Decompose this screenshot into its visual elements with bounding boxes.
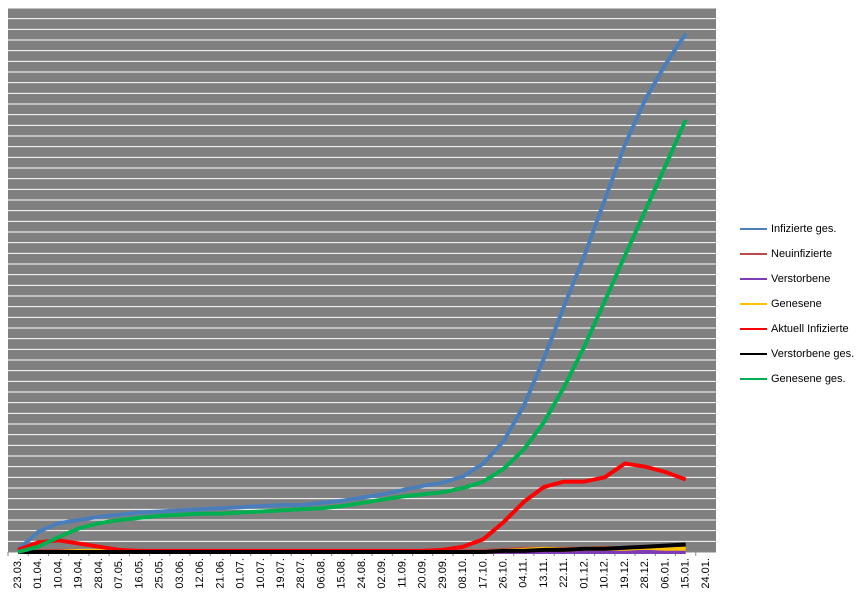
x-tick-label: 28.04. bbox=[93, 558, 105, 589]
x-tick-label: 01.07. bbox=[235, 558, 247, 589]
x-tick-label: 17.10. bbox=[477, 558, 489, 589]
x-tick-label: 23.03. bbox=[12, 558, 24, 589]
x-tick-label: 02.09. bbox=[376, 558, 388, 589]
x-tick-label: 24.08. bbox=[356, 558, 368, 589]
legend-label: Verstorbene bbox=[771, 273, 830, 285]
x-tick-label: 01.04. bbox=[32, 558, 44, 589]
x-tick-label: 04.11. bbox=[518, 558, 530, 588]
x-tick-label: 26.10. bbox=[498, 558, 510, 589]
x-tick-label: 19.04. bbox=[73, 558, 85, 589]
x-tick-label: 13.11. bbox=[538, 558, 550, 588]
x-tick-label: 28.12. bbox=[639, 558, 651, 589]
x-tick-label: 11.09. bbox=[396, 558, 408, 588]
x-tick-label: 28.07. bbox=[295, 558, 307, 589]
x-tick-label: 21.06. bbox=[214, 558, 226, 589]
x-tick-label: 10.04. bbox=[52, 558, 64, 589]
data-line bbox=[18, 542, 686, 554]
x-tick-label: 06.08. bbox=[315, 558, 327, 589]
x-tick-label: 16.05. bbox=[133, 558, 145, 589]
x-tick-label: 29.09. bbox=[437, 558, 449, 589]
x-tick-label: 10.07. bbox=[255, 558, 267, 589]
data-line bbox=[16, 32, 688, 552]
x-tick-label: 22.11. bbox=[558, 558, 570, 588]
data-line bbox=[17, 119, 688, 554]
x-tick-label: 15.01. bbox=[680, 558, 692, 589]
x-tick-label: 24.01. bbox=[700, 558, 712, 589]
x-tick-label: 19.07. bbox=[275, 558, 287, 589]
x-tick-label: 06.01. bbox=[659, 558, 671, 589]
x-tick-label: 10.12. bbox=[599, 558, 611, 589]
legend-label: Genesene bbox=[771, 298, 822, 310]
x-tick-label: 20.09. bbox=[417, 558, 429, 589]
x-tick-label: 19.12. bbox=[619, 558, 631, 589]
x-tick-label: 03.06. bbox=[174, 558, 186, 589]
x-tick-label: 12.06. bbox=[194, 558, 206, 589]
legend-label: Genesene ges. bbox=[771, 373, 846, 385]
x-tick-label: 01.12. bbox=[578, 558, 590, 589]
x-tick-label: 07.05. bbox=[113, 558, 125, 589]
legend-label: Infizierte ges. bbox=[771, 223, 836, 235]
plot-area bbox=[8, 8, 716, 552]
legend-label: Neuinfizierte bbox=[771, 248, 832, 260]
x-tick-label: 25.05. bbox=[154, 558, 166, 589]
x-tick-label: 08.10. bbox=[457, 558, 469, 589]
x-tick-label: 15.08. bbox=[336, 558, 348, 589]
legend-label: Verstorbene ges. bbox=[771, 348, 854, 360]
legend-label: Aktuell Infizierte bbox=[771, 323, 849, 335]
